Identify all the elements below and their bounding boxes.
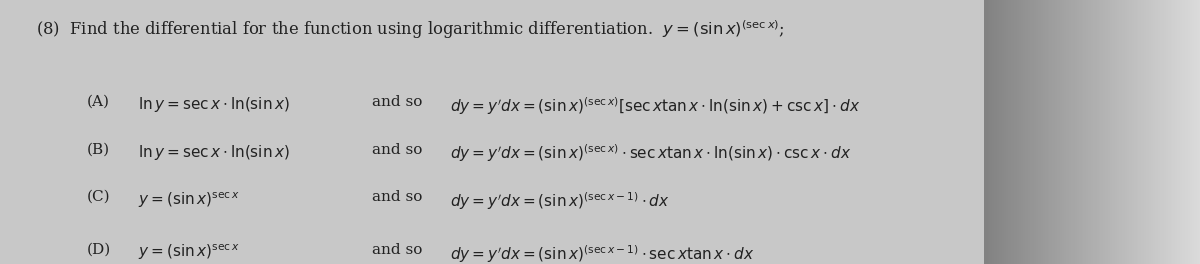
Text: (D): (D) xyxy=(86,243,110,257)
Text: (C): (C) xyxy=(86,190,110,204)
Text: and so: and so xyxy=(372,95,422,109)
Text: and so: and so xyxy=(372,243,422,257)
Text: $dy = y'dx = (\sin x)^{(\sec x - 1)} \cdot dx$: $dy = y'dx = (\sin x)^{(\sec x - 1)} \cd… xyxy=(450,190,670,212)
Text: and so: and so xyxy=(372,190,422,204)
Text: $dy = y'dx = (\sin x)^{(\sec x)} \cdot \sec x \tan x \cdot \ln (\sin x) \cdot \c: $dy = y'dx = (\sin x)^{(\sec x)} \cdot \… xyxy=(450,143,851,164)
Text: $dy = y'dx = (\sin x)^{(\sec x - 1)} \cdot \sec x \tan x \cdot dx$: $dy = y'dx = (\sin x)^{(\sec x - 1)} \cd… xyxy=(450,243,755,264)
Text: (B): (B) xyxy=(86,143,109,157)
Text: $\ln y = \sec x \cdot \ln (\sin x)$: $\ln y = \sec x \cdot \ln (\sin x)$ xyxy=(138,95,290,114)
Text: $\ln y = \sec x \cdot \ln (\sin x)$: $\ln y = \sec x \cdot \ln (\sin x)$ xyxy=(138,143,290,162)
Text: $y = (\sin x)^{\sec x}$: $y = (\sin x)^{\sec x}$ xyxy=(138,190,240,210)
Text: (8)  Find the differential for the function using logarithmic differentiation.  : (8) Find the differential for the functi… xyxy=(36,18,785,41)
Text: (A): (A) xyxy=(86,95,109,109)
Text: $y = (\sin x)^{\sec x}$: $y = (\sin x)^{\sec x}$ xyxy=(138,243,240,262)
Text: and so: and so xyxy=(372,143,422,157)
Text: $dy = y'dx = (\sin x)^{(\sec x)}[\sec x \tan x \cdot \ln (\sin x) + \csc x] \cdo: $dy = y'dx = (\sin x)^{(\sec x)}[\sec x … xyxy=(450,95,860,117)
